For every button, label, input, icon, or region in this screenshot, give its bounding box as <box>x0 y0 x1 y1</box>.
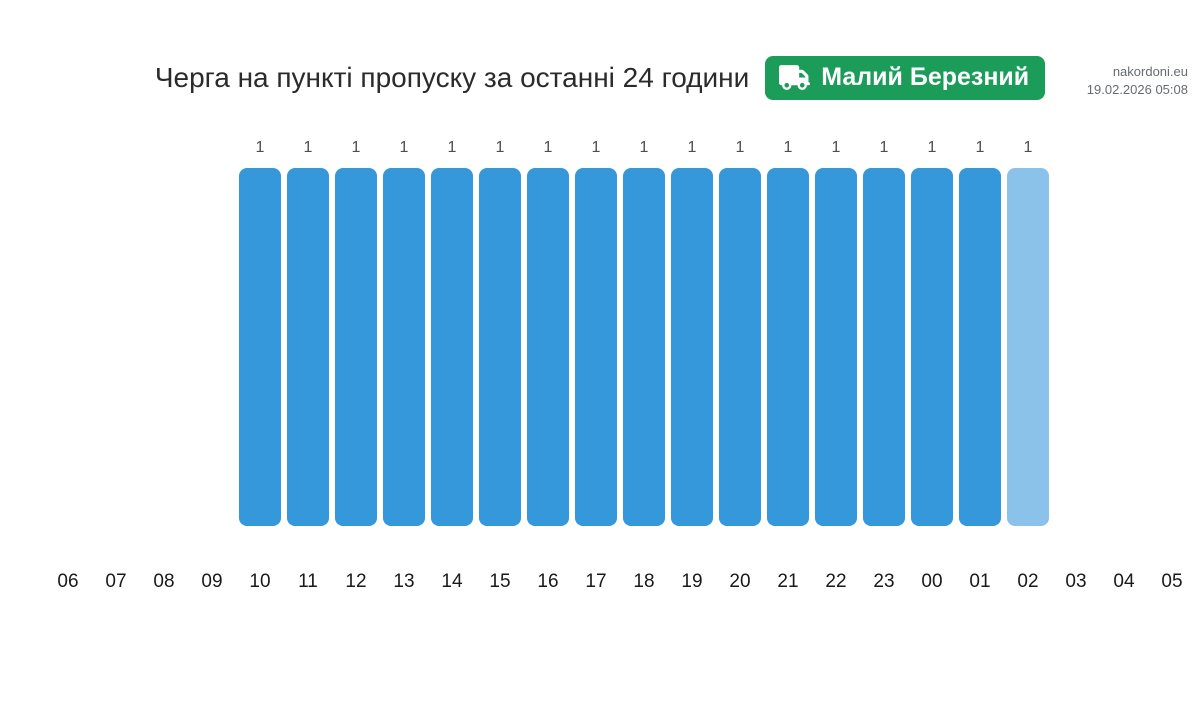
bar-value-label: 1 <box>351 139 361 156</box>
bar-value-label: 1 <box>975 139 985 156</box>
bar-column <box>140 137 188 526</box>
bar-column: 1 <box>380 137 428 526</box>
bar-value-label: 1 <box>639 139 649 156</box>
x-axis-label: 02 <box>1017 571 1039 592</box>
page: nakordoni.eu 19.02.2026 05:08 Черга на п… <box>0 55 1200 593</box>
x-axis-label: 19 <box>681 571 703 592</box>
bar <box>479 168 521 526</box>
x-axis-label: 10 <box>249 571 271 592</box>
x-axis-label: 06 <box>57 571 79 592</box>
bar-column <box>1100 137 1148 526</box>
bar <box>623 168 665 526</box>
bar <box>959 168 1001 526</box>
page-title: Черга на пункті пропуску за останні 24 г… <box>154 62 750 93</box>
crossing-point-name: Малий Березний <box>821 63 1030 91</box>
bar-column <box>1148 137 1196 526</box>
x-axis-label: 16 <box>537 571 559 592</box>
bar-current-hour <box>1007 168 1049 526</box>
bar-value-label: 1 <box>495 139 505 156</box>
x-axis-label: 12 <box>345 571 367 592</box>
x-axis-label: 07 <box>105 571 127 592</box>
bar-value-label: 1 <box>879 139 889 156</box>
x-axis-label: 08 <box>153 571 175 592</box>
bar-value-label: 1 <box>447 139 457 156</box>
x-axis-label: 04 <box>1113 571 1135 592</box>
bar <box>719 168 761 526</box>
x-axis-label: 09 <box>201 571 223 592</box>
x-axis-label: 22 <box>825 571 847 592</box>
bar <box>911 168 953 526</box>
bar-value-label: 1 <box>783 139 793 156</box>
bar-column: 1 <box>620 137 668 526</box>
bar <box>335 168 377 526</box>
bar <box>671 168 713 526</box>
x-axis-label: 00 <box>921 571 943 592</box>
header-meta: nakordoni.eu 19.02.2026 05:08 <box>1087 63 1188 98</box>
x-axis: 06 07 08 09 10 11 12 13 14 15 16 17 18 19 20 21 22 23 00 01… <box>44 571 1196 593</box>
bar-column: 1 <box>860 137 908 526</box>
bar-column: 1 <box>572 137 620 526</box>
bar-column <box>44 137 92 526</box>
bar <box>767 168 809 526</box>
bar-value-label: 1 <box>687 139 697 156</box>
bar-column <box>188 137 236 526</box>
bar <box>239 168 281 526</box>
bar-value-label: 1 <box>255 139 265 156</box>
x-axis-label: 03 <box>1065 571 1087 592</box>
bar <box>575 168 617 526</box>
bar <box>527 168 569 526</box>
bar-column: 1 <box>716 137 764 526</box>
bar-column: 1 <box>236 137 284 526</box>
title-row: Черга на пункті пропуску за останні 24 г… <box>0 55 1200 101</box>
x-axis-label: 01 <box>969 571 991 592</box>
bar-value-label: 1 <box>591 139 601 156</box>
bar-value-label: 1 <box>543 139 553 156</box>
bar-column <box>1052 137 1100 526</box>
x-axis-label: 23 <box>873 571 895 592</box>
bar <box>287 168 329 526</box>
bar <box>863 168 905 526</box>
x-axis-label: 17 <box>585 571 607 592</box>
bar-column: 1 <box>812 137 860 526</box>
bar-value-label: 1 <box>927 139 937 156</box>
timestamp: 19.02.2026 05:08 <box>1086 81 1188 97</box>
site-name: nakordoni.eu <box>1112 64 1188 79</box>
x-axis-label: 05 <box>1161 571 1183 592</box>
x-axis-label: 20 <box>729 571 751 592</box>
bar <box>383 168 425 526</box>
bar-column: 1 <box>908 137 956 526</box>
x-axis-label: 18 <box>633 571 655 592</box>
bar <box>431 168 473 526</box>
bar-column: 1 <box>476 137 524 526</box>
bar-column: 1 <box>1004 137 1052 526</box>
bar-column: 1 <box>524 137 572 526</box>
bar-value-label: 1 <box>735 139 745 156</box>
bar-column: 1 <box>284 137 332 526</box>
bars-row: 1 1 1 1 1 1 1 1 1 1 1 1 1 1 1 1 1 <box>44 137 1196 526</box>
crossing-point-badge[interactable]: Малий Березний <box>765 56 1046 100</box>
bar-value-label: 1 <box>1023 139 1033 156</box>
x-axis-label: 11 <box>298 571 318 592</box>
bar <box>815 168 857 526</box>
x-axis-label: 15 <box>489 571 511 592</box>
bar-column <box>92 137 140 526</box>
bar-value-label: 1 <box>399 139 409 156</box>
x-axis-label: 14 <box>441 571 463 592</box>
bar-value-label: 1 <box>303 139 313 156</box>
bar-column: 1 <box>428 137 476 526</box>
x-axis-label: 21 <box>777 571 799 592</box>
bar-column: 1 <box>668 137 716 526</box>
bar-column: 1 <box>956 137 1004 526</box>
bar-value-label: 1 <box>831 139 841 156</box>
bar-column: 1 <box>764 137 812 526</box>
truck-icon <box>779 65 811 90</box>
bar-column: 1 <box>332 137 380 526</box>
x-axis-label: 13 <box>393 571 415 592</box>
